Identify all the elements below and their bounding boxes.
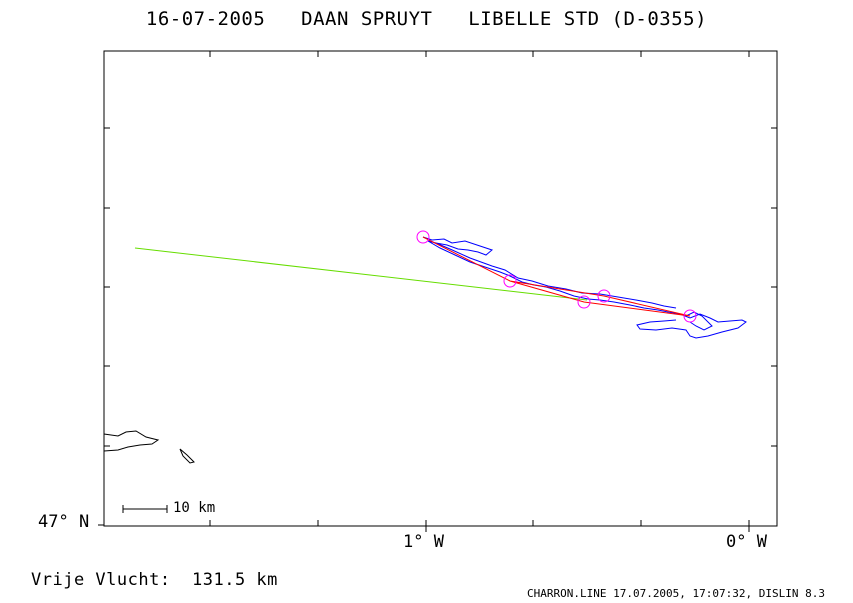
x-ticks-top [209, 51, 750, 57]
longitude-label-0w: 0° W [726, 532, 767, 552]
island-outline [179, 448, 195, 464]
latitude-label: 47° N [38, 512, 90, 532]
x-ticks-bottom [209, 520, 750, 532]
y-ticks-right [771, 127, 777, 447]
turnpoint-marker [577, 295, 591, 309]
longitude-label-1w: 1° W [403, 532, 444, 552]
turnpoint-marker [597, 289, 611, 303]
scale-bar [122, 505, 168, 513]
free-flight-distance: Vrije Vlucht: 131.5 km [31, 570, 278, 590]
y-ticks-left [98, 127, 110, 526]
map-frame [103, 50, 778, 527]
turnpoint-marker [683, 309, 697, 323]
turnpoint-marker [503, 274, 517, 288]
generator-info: CHARRON.LINE 17.07.2005, 17:07:32, DISLI… [526, 587, 825, 600]
free-flight-line [134, 247, 588, 301]
coastline [103, 430, 160, 452]
task-route [422, 236, 691, 317]
turnpoint-marker [416, 230, 430, 244]
map-title: 16-07-2005 DAAN SPRUYT LIBELLE STD (D-03… [145, 8, 708, 30]
turnpoints [416, 230, 697, 323]
gps-track [422, 236, 747, 339]
scale-bar-label: 10 km [173, 500, 216, 516]
